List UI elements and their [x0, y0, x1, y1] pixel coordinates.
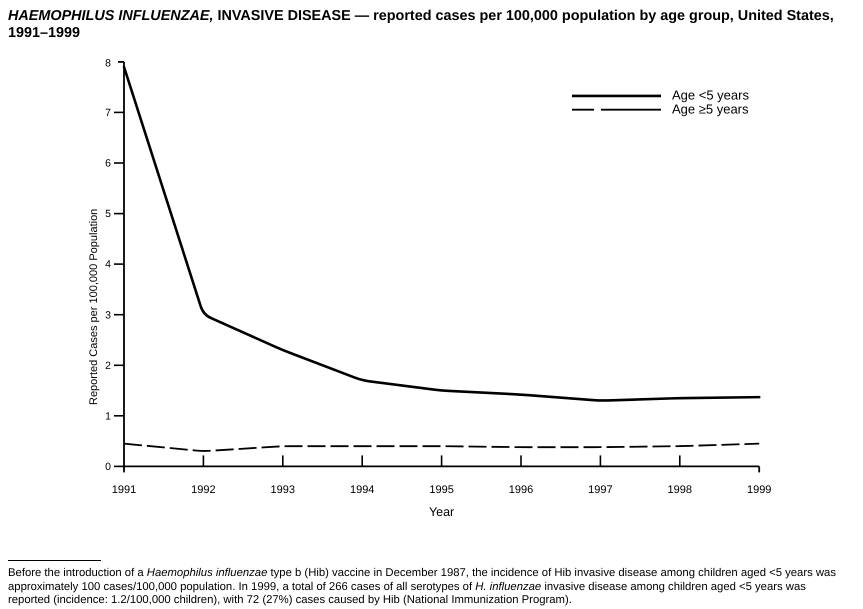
svg-text:1992: 1992 — [191, 484, 215, 496]
svg-text:4: 4 — [105, 259, 111, 271]
svg-text:5: 5 — [105, 208, 111, 220]
svg-text:6: 6 — [105, 158, 111, 170]
svg-text:7: 7 — [105, 107, 111, 119]
svg-text:1: 1 — [105, 410, 111, 422]
svg-text:Year: Year — [429, 505, 454, 519]
svg-text:1993: 1993 — [271, 484, 295, 496]
svg-text:1995: 1995 — [429, 484, 453, 496]
svg-text:3: 3 — [105, 309, 111, 321]
svg-text:1999: 1999 — [747, 484, 771, 496]
svg-text:1994: 1994 — [350, 484, 374, 496]
svg-text:1998: 1998 — [668, 484, 692, 496]
svg-text:Age <5 years: Age <5 years — [672, 88, 749, 103]
svg-text:1996: 1996 — [509, 484, 533, 496]
svg-text:Age ≥5 years: Age ≥5 years — [672, 102, 749, 117]
svg-text:0: 0 — [105, 461, 111, 473]
svg-text:1997: 1997 — [588, 484, 612, 496]
svg-text:8: 8 — [105, 58, 111, 70]
svg-text:1991: 1991 — [112, 484, 136, 496]
svg-text:2: 2 — [105, 360, 111, 372]
